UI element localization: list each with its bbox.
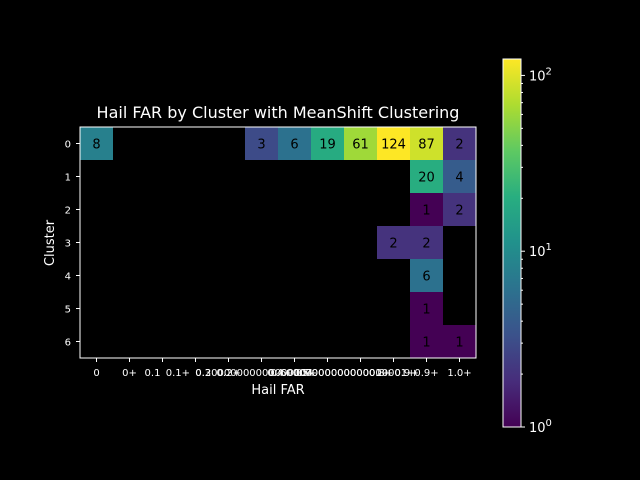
cell-value-label: 2 bbox=[422, 237, 430, 252]
x-tick-label: 0.9+ bbox=[394, 368, 418, 379]
heatmap-cell bbox=[443, 127, 476, 160]
colorbar-tick-label: 102 bbox=[529, 66, 552, 84]
x-tick-label: 0.5+ bbox=[293, 368, 317, 379]
y-tick-label: 4 bbox=[65, 272, 71, 283]
x-tick-label: 0 bbox=[93, 368, 99, 379]
y-tick-label: 6 bbox=[65, 338, 71, 349]
heatmap-cell bbox=[344, 127, 377, 160]
chart-title: Hail FAR by Cluster with MeanShift Clust… bbox=[97, 103, 460, 122]
heatmap-cell bbox=[410, 193, 443, 226]
heatmap-cell bbox=[443, 193, 476, 226]
heatmap-cell bbox=[278, 127, 311, 160]
cell-value-label: 2 bbox=[455, 138, 463, 153]
heatmap-cell bbox=[80, 127, 113, 160]
cell-value-label: 1 bbox=[422, 303, 430, 318]
x-tick-label: 0.7000000000000001+ bbox=[296, 368, 416, 379]
heatmap-cell bbox=[410, 259, 443, 292]
x-tick-label: 0.9+ bbox=[414, 368, 438, 379]
x-tick-label: 0.2+ bbox=[217, 368, 241, 379]
cell-value-label: 2 bbox=[455, 204, 463, 219]
y-tick-label: 0 bbox=[65, 140, 71, 151]
y-tick-label: 5 bbox=[65, 305, 71, 316]
heatmap-cell bbox=[245, 127, 278, 160]
cell-value-label: 6 bbox=[290, 138, 298, 153]
cell-value-label: 61 bbox=[352, 138, 369, 153]
x-axis-label: Hail FAR bbox=[251, 383, 304, 398]
colorbar-tick-label: 100 bbox=[529, 418, 552, 436]
x-tick-label: 0.8+ bbox=[369, 368, 393, 379]
cell-value-label: 1 bbox=[455, 336, 463, 351]
x-tick-label: 0.1+ bbox=[166, 368, 190, 379]
colorbar-gradient bbox=[502, 58, 522, 428]
heatmap-cell bbox=[311, 127, 344, 160]
colorbar-tick-label: 101 bbox=[529, 242, 552, 260]
colorbar: 100 101 102 bbox=[502, 58, 552, 436]
x-tick-label: 0.1 bbox=[145, 368, 161, 379]
y-axis-label: Cluster bbox=[43, 219, 58, 266]
x-tick-label: 0.6000000000000001+ bbox=[270, 368, 390, 379]
cell-value-label: 1 bbox=[422, 336, 430, 351]
x-tick-label: 0.2 bbox=[195, 368, 211, 379]
heatmap-cell bbox=[443, 325, 476, 358]
cell-value-label: 6 bbox=[422, 270, 430, 285]
cell-value-label: 87 bbox=[418, 138, 435, 153]
y-tick-label: 1 bbox=[65, 173, 71, 184]
cell-value-label: 3 bbox=[257, 138, 265, 153]
heatmap-cell bbox=[410, 127, 443, 160]
x-tick-label: 0+ bbox=[122, 368, 137, 379]
heatmap-cell bbox=[377, 226, 410, 259]
x-tick-label: 1.0+ bbox=[447, 368, 471, 379]
heatmap-cell bbox=[410, 226, 443, 259]
cell-value-label: 20 bbox=[418, 171, 435, 186]
cell-value-label: 1 bbox=[422, 204, 430, 219]
cell-value-label: 124 bbox=[381, 138, 406, 153]
heatmap-cell bbox=[443, 160, 476, 193]
cell-value-label: 19 bbox=[319, 138, 336, 153]
heatmap-cell bbox=[410, 292, 443, 325]
x-tick-label: 0.4+ bbox=[267, 368, 291, 379]
y-tick-label: 2 bbox=[65, 206, 71, 217]
heatmap-cell bbox=[410, 325, 443, 358]
y-tick-label: 3 bbox=[65, 239, 71, 250]
heatmap-cell bbox=[377, 127, 410, 160]
x-tick-label: 0.30000000000000004 bbox=[195, 368, 313, 379]
cell-value-label: 2 bbox=[389, 237, 397, 252]
cell-value-label: 8 bbox=[92, 138, 100, 153]
heatmap-cell bbox=[410, 160, 443, 193]
cell-value-label: 4 bbox=[455, 171, 463, 186]
